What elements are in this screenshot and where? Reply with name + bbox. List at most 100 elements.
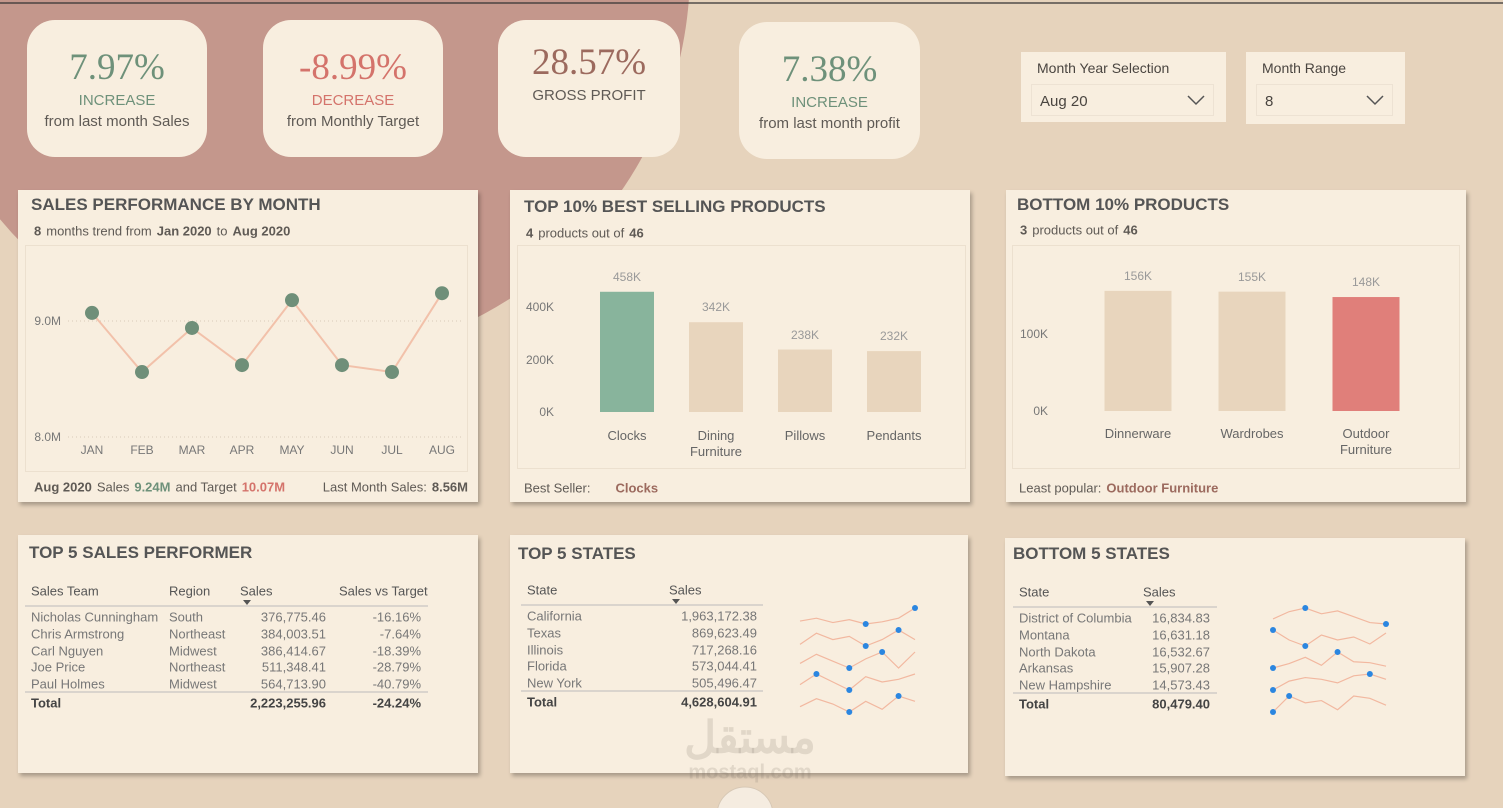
bar [1218,291,1286,411]
text-part: Last Month Sales: [322,479,427,495]
table-cell: -16.16% [372,609,421,625]
table-cell: District of Columbia [1019,610,1132,626]
x-tick-label: Pillows [784,428,826,443]
kpi-label: INCREASE [78,91,156,109]
text-part: 9.24M [134,479,171,495]
y-tick-label: 200K [525,352,554,367]
table-cell: Chris Armstrong [31,626,125,642]
kpi-label: GROSS PROFIT [532,87,646,104]
table-title: BOTTOM 5 STATES [1013,544,1170,563]
text-part: 46 [1123,222,1138,238]
table-cell: 386,414.67 [260,643,326,659]
sparkline-marker [1270,665,1276,671]
bar [1332,297,1400,411]
text-part: 4 [526,225,534,241]
data-label: 232K [879,329,909,344]
marker [85,305,99,320]
table-cell: 376,775.46 [260,609,326,625]
dropdown-value: 8 [1265,93,1274,110]
sparkline-marker [912,605,918,611]
kpi-card: 28.57% GROSS PROFIT [498,20,680,157]
y-tick-label: 8.0M [34,430,61,444]
watermark: mostaql.com [688,761,812,784]
bar [1104,290,1172,411]
table-cell: California [527,608,582,624]
table-cell: Northeast [169,659,226,675]
kpi-value: 28.57% [531,42,647,83]
table-cell: New York [527,675,582,691]
marker [385,365,399,380]
sort-arrow [1146,601,1154,606]
sparkline [1272,651,1387,669]
dropdown[interactable]: Aug 20 [1031,84,1214,116]
chart-title: BOTTOM 10% PRODUCTS [1017,195,1230,214]
text-row: Least popular: Outdoor Furniture [1019,481,1218,496]
table-cell: Northeast [169,626,226,642]
kpi-label: INCREASE [791,93,868,111]
table-cell: 16,834.83 [1152,610,1210,626]
table-cell: 16,631.18 [1152,627,1210,643]
table-cell: 717,268.16 [691,642,757,658]
kpi-value: 7.38% [781,48,878,90]
total-cell: Total [31,695,62,711]
x-tick-label: FEB [130,443,154,457]
sparkline-marker [1270,709,1276,715]
x-tick-label: JAN [80,443,104,457]
text-row: Best Seller: Clocks [524,481,658,496]
x-tick-label: APR [229,443,255,457]
text-part: Sales [96,479,130,495]
chevron [1187,95,1205,106]
sparkline-marker [1270,687,1276,693]
table-cell: Nicholas Cunningham [31,609,159,625]
data-label: 458K [612,269,642,284]
text-part: Aug 2020 [232,223,291,239]
table-cell: 505,496.47 [691,675,757,691]
table-cell: Florida [527,658,567,674]
sparkline-marker [1270,627,1276,633]
bar [600,291,654,412]
kpi-card: 7.38% INCREASE from last month profit [739,22,920,159]
table-cell: Texas [527,625,561,641]
sparkline-marker [846,709,853,715]
x-tick-label: MAY [279,443,305,457]
line [91,292,443,374]
x-tick-label: MAR [178,443,206,457]
chevron [1366,95,1384,106]
data-label: 156K [1123,268,1153,283]
table-cell: Midwest [169,643,217,659]
text-part: 3 [1020,222,1028,238]
x-tick-label: Dinnerware [1104,426,1172,441]
sparkline-marker [1383,621,1389,627]
sparkline-marker [862,621,869,627]
table-cell: 1,963,172.38 [681,608,757,624]
total-cell: Total [527,694,558,710]
bar [778,349,832,412]
panel [18,190,478,502]
sparkline-marker [1302,643,1309,649]
sparkline-marker [1286,693,1293,699]
watermark: مستقل [684,713,816,763]
panel [18,535,478,773]
sparkline-marker [846,687,853,693]
marker [185,320,199,335]
table-cell: 384,003.51 [260,626,326,642]
kpi-label: DECREASE [311,91,395,109]
sparkline [799,629,916,647]
y-tick-label: 9.0M [34,314,61,329]
kpi-caption: from Monthly Target [286,112,420,130]
bar [689,322,743,412]
text-row: Last Month Sales: 8.56M [323,480,468,495]
total-cell: Total [1019,696,1050,712]
dropdown[interactable]: 8 [1256,84,1393,116]
kpi-card: -8.99% DECREASE from Monthly Target [263,20,443,157]
chart-title: TOP 10% BEST SELLING PRODUCTS [524,197,826,216]
table-cell: 573,044.41 [691,658,757,674]
sparkline [799,673,916,691]
y-tick-label: 0K [539,405,554,419]
text-part: 8 [34,223,42,239]
x-tick-label: JUN [330,443,354,457]
panel [1005,538,1465,776]
text-part: Outdoor Furniture [1106,480,1219,496]
total-cell: 80,479.40 [1152,696,1210,712]
